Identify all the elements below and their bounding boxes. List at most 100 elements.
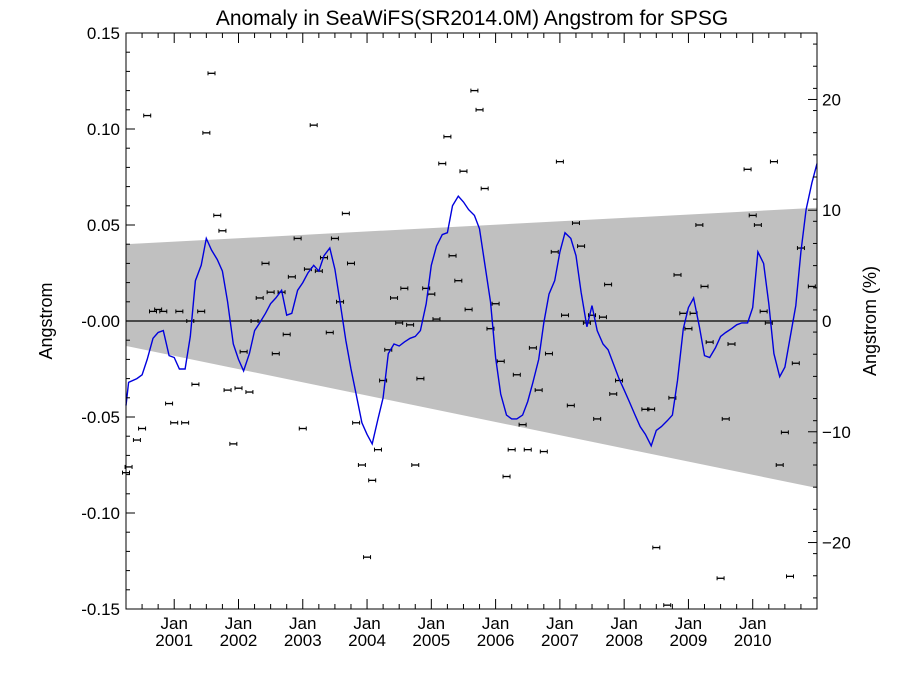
data-point: [181, 420, 190, 425]
x-tick-month-label: Jan: [418, 614, 445, 633]
left-tick-label: 0.15: [87, 24, 120, 43]
data-point: [673, 272, 682, 277]
left-tick-label: -0.15: [81, 600, 120, 619]
left-tick-label: -0.00: [81, 312, 120, 331]
data-point: [234, 386, 243, 391]
data-point: [309, 123, 318, 128]
data-point: [346, 261, 355, 266]
data-point: [207, 71, 216, 76]
data-point: [652, 545, 661, 550]
data-point: [780, 430, 789, 435]
smoothed-series-line: [125, 163, 818, 448]
x-tick-month-label: Jan: [289, 614, 316, 633]
x-tick-month-label: Jan: [482, 614, 509, 633]
x-tick-year-label: 2001: [155, 631, 193, 650]
data-point: [571, 221, 580, 226]
data-point: [363, 555, 372, 560]
right-tick-label: 0: [822, 312, 831, 331]
x-tick-year-label: 2004: [348, 631, 386, 650]
x-tick-year-label: 2005: [412, 631, 450, 650]
data-point: [470, 88, 479, 93]
data-point: [684, 326, 693, 331]
data-point: [287, 274, 296, 279]
chart-title: Anomaly in SeaWiFS(SR2014.0M) Angstrom f…: [216, 7, 728, 30]
right-axis-title: Angstrom (%): [860, 266, 880, 376]
data-point: [609, 391, 618, 396]
right-tick-label: −10: [822, 423, 851, 442]
x-tick-year-label: 2008: [605, 631, 643, 650]
x-tick-year-label: 2009: [670, 631, 708, 650]
data-point: [213, 213, 222, 218]
data-point: [727, 342, 736, 347]
data-point: [459, 169, 468, 174]
data-point: [491, 301, 500, 306]
data-point: [700, 284, 709, 289]
uncertainty-band: [126, 207, 817, 489]
data-point: [373, 447, 382, 452]
data-point: [175, 309, 184, 314]
data-point: [716, 576, 725, 581]
data-point: [170, 420, 179, 425]
data-point: [507, 447, 516, 452]
x-tick-year-label: 2006: [477, 631, 515, 650]
data-point: [341, 211, 350, 216]
data-point: [443, 134, 452, 139]
data-point: [416, 376, 425, 381]
uncertainty-band-layer: [126, 207, 817, 489]
data-point: [239, 349, 248, 354]
data-point: [615, 378, 624, 383]
data-point: [411, 463, 420, 467]
x-tick-year-label: 2002: [220, 631, 258, 650]
data-point: [143, 113, 152, 118]
x-tick-month-label: Jan: [225, 614, 252, 633]
data-point: [647, 407, 656, 412]
data-point: [352, 420, 361, 425]
data-point: [271, 351, 280, 356]
data-point: [577, 244, 586, 249]
x-tick-month-label: Jan: [739, 614, 766, 633]
data-point: [550, 249, 559, 254]
data-point: [245, 390, 254, 395]
data-point: [448, 253, 457, 258]
left-axis-ticks: 0.15 0.10 0.05 -0.00 -0.05 -0.10 -0.15: [81, 24, 135, 619]
data-point: [544, 351, 553, 356]
data-point: [218, 228, 227, 233]
x-tick-month-label: Jan: [546, 614, 573, 633]
data-point: [593, 416, 602, 421]
left-tick-label: -0.05: [81, 408, 120, 427]
data-point: [454, 278, 463, 283]
data-point: [753, 223, 762, 227]
data-point: [791, 361, 800, 366]
left-tick-label: 0.10: [87, 120, 120, 139]
data-point: [663, 603, 672, 608]
data-point: [786, 574, 795, 579]
data-point: [695, 223, 704, 227]
data-point: [769, 159, 778, 164]
data-points-layer: [122, 71, 816, 608]
x-tick-year-label: 2007: [541, 631, 579, 650]
data-point: [229, 441, 238, 446]
x-tick-month-label: Jan: [675, 614, 702, 633]
data-point: [325, 330, 334, 335]
data-point: [743, 167, 752, 172]
data-point: [523, 447, 532, 452]
data-point: [759, 309, 768, 314]
right-tick-label: 10: [822, 201, 841, 220]
data-point: [255, 295, 264, 300]
data-point: [330, 236, 339, 241]
data-point: [390, 295, 399, 300]
data-point: [261, 261, 270, 266]
data-point: [598, 315, 607, 320]
data-point: [432, 317, 441, 322]
right-axis-ticks: 20 10 0 −10 −20: [808, 43, 851, 599]
data-point: [266, 290, 275, 295]
data-point: [395, 320, 404, 325]
data-point: [502, 474, 511, 479]
data-point: [518, 422, 527, 427]
data-point: [721, 416, 730, 421]
data-point: [705, 340, 714, 345]
data-point: [186, 319, 195, 323]
data-point: [496, 359, 505, 364]
data-point: [604, 282, 613, 287]
